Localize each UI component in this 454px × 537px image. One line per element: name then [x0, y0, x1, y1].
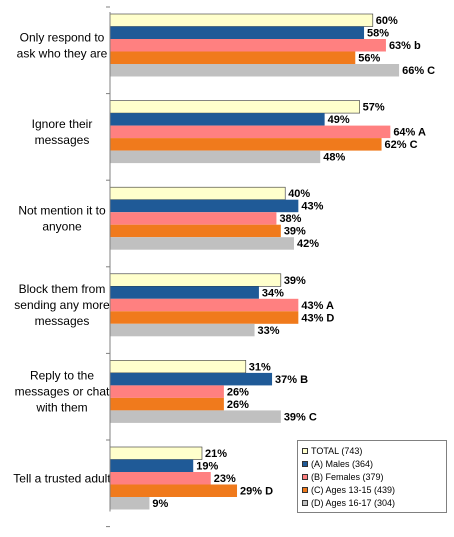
legend-swatch-males — [302, 460, 308, 467]
legend-swatch-females — [302, 473, 308, 480]
bar-males — [110, 286, 259, 299]
bar-total — [109, 446, 203, 460]
data-label: 31% — [249, 361, 271, 373]
data-label: 48% — [323, 152, 345, 164]
category-label: Block them from — [19, 282, 106, 296]
data-label: 43% D — [301, 312, 334, 324]
data-label: 29% D — [240, 486, 273, 498]
category-label: messages — [35, 133, 90, 147]
legend-item-ages-13-15: (C) Ages 13-15 (439) — [302, 483, 442, 496]
category-label: Tell a trusted adult — [13, 471, 111, 485]
bar-females — [110, 385, 224, 398]
bar-total — [109, 360, 247, 374]
legend-item-males: (A) Males (364) — [302, 457, 442, 470]
data-label: 42% — [297, 238, 319, 250]
data-label: 63% b — [389, 40, 421, 52]
category-label: with them — [35, 401, 87, 415]
legend-item-females: (B) Females (379) — [302, 470, 442, 483]
bar-ages-16-17 — [110, 410, 281, 423]
category-label: Not mention it to — [18, 203, 106, 217]
legend: TOTAL (743) (A) Males (364) (B) Females … — [297, 440, 447, 513]
data-label: 34% — [262, 287, 284, 299]
bar-males — [110, 113, 325, 126]
bar-ages-13-15 — [110, 484, 238, 497]
data-label: 26% — [227, 386, 249, 398]
bar-males — [110, 199, 299, 213]
data-label: 62% C — [385, 139, 418, 151]
data-label: 26% — [227, 399, 249, 411]
data-label: 64% A — [393, 127, 426, 139]
bar-ages-16-17 — [110, 150, 321, 164]
bar-ages-13-15 — [110, 224, 281, 238]
bar-total — [109, 100, 360, 114]
category-label: anyone — [42, 219, 82, 233]
legend-swatch-ages-13-15 — [302, 486, 308, 493]
data-label: 33% — [258, 325, 280, 337]
data-label: 39% C — [284, 411, 317, 423]
data-label: 38% — [279, 213, 301, 225]
data-label: 40% — [288, 188, 310, 200]
data-label: 23% — [214, 473, 236, 485]
bar-females — [110, 472, 211, 485]
bar-males — [110, 459, 194, 472]
bar-females — [110, 298, 299, 312]
data-label: 56% — [358, 53, 380, 65]
legend-label-males: (A) Males (364) — [311, 458, 374, 469]
bar-males — [110, 26, 365, 39]
bar-females — [110, 39, 386, 52]
legend-label-ages-16-17: (D) Ages 16-17 (304) — [311, 497, 396, 508]
category-label: messages — [35, 314, 90, 328]
legend-label-ages-13-15: (C) Ages 13-15 (439) — [311, 484, 396, 495]
bar-ages-16-17 — [110, 323, 255, 337]
data-label: 43% — [301, 201, 323, 213]
data-label: 19% — [196, 461, 218, 473]
data-label: 66% C — [402, 65, 435, 77]
bar-ages-13-15 — [110, 51, 356, 64]
category-label: Only respond to — [20, 30, 105, 44]
data-label: 49% — [328, 114, 350, 126]
data-label: 43% A — [301, 300, 334, 312]
data-label: 60% — [376, 15, 398, 27]
legend-label-females: (B) Females (379) — [311, 471, 384, 482]
bar-ages-16-17 — [110, 237, 294, 250]
legend-item-total: TOTAL (743) — [302, 444, 442, 457]
data-label: 57% — [363, 102, 385, 114]
category-label: Reply to the — [30, 369, 94, 383]
bar-total — [109, 273, 282, 287]
data-label: 39% — [284, 226, 306, 238]
bar-ages-13-15 — [110, 311, 299, 324]
legend-item-ages-16-17: (D) Ages 16-17 (304) — [302, 496, 442, 509]
category-label: Ignore their — [32, 117, 93, 131]
data-label: 9% — [152, 498, 168, 510]
data-label: 58% — [367, 28, 389, 40]
legend-label-total: TOTAL (743) — [311, 445, 363, 456]
bar-females — [110, 212, 277, 225]
data-label: 37% B — [275, 374, 308, 386]
bar-females — [110, 125, 391, 139]
bar-ages-16-17 — [110, 64, 400, 77]
bar-males — [110, 372, 273, 386]
category-label: sending any more — [14, 298, 110, 312]
category-label: ask who they are — [17, 46, 108, 60]
data-label: 21% — [205, 448, 227, 460]
bar-total — [109, 186, 286, 200]
bar-ages-13-15 — [110, 397, 224, 411]
category-label: messages or chat — [15, 385, 110, 399]
legend-swatch-ages-16-17 — [302, 499, 308, 506]
bar-ages-16-17 — [110, 497, 150, 510]
legend-swatch-total — [302, 447, 308, 454]
bar-total — [109, 13, 374, 27]
bar-ages-13-15 — [110, 138, 382, 151]
data-label: 39% — [284, 275, 306, 287]
